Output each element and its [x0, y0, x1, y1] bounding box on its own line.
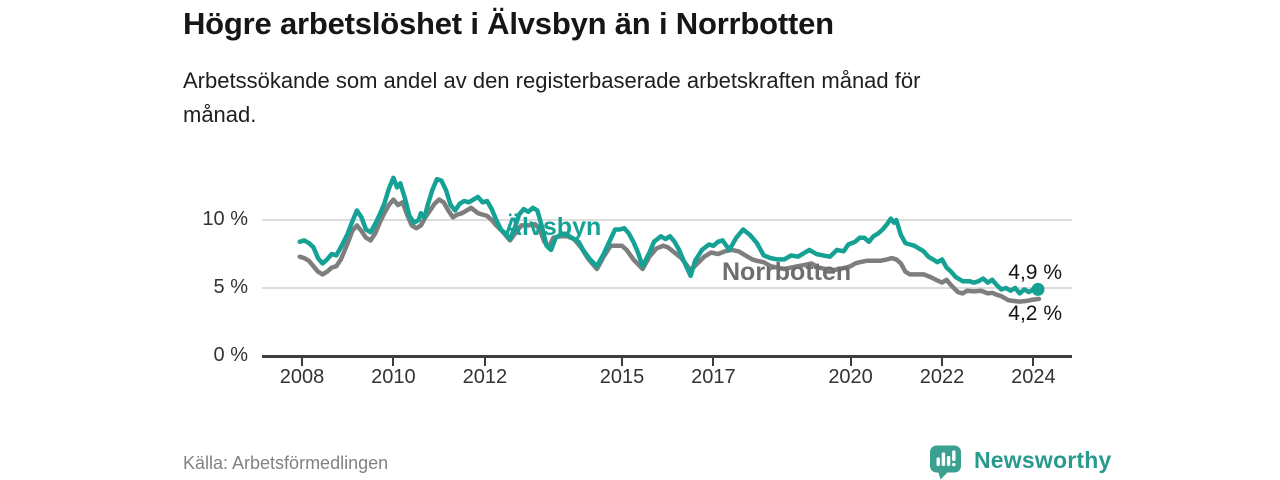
y-gridline — [262, 219, 1072, 221]
y-gridline — [262, 287, 1072, 289]
y-tick-label: 0 % — [213, 344, 248, 366]
x-tick-mark — [483, 356, 486, 366]
page-title: Högre arbetslöshet i Älvsbyn än i Norrbo… — [183, 6, 834, 41]
norrbotten-line — [297, 197, 1042, 304]
x-tick-mark — [712, 356, 715, 366]
x-axis-baseline — [262, 355, 1072, 358]
x-tick-label: 2017 — [691, 366, 736, 388]
x-tick-label: 2020 — [828, 366, 873, 388]
chart-subtitle: Arbetssökande som andel av den registerb… — [183, 68, 921, 127]
newsworthy-bubble-chart-icon — [930, 445, 961, 480]
source-note: Källa: Arbetsförmedlingen — [183, 453, 389, 473]
end-value-label-alvsbyn: 4,9 % — [1008, 261, 1062, 284]
brand-logo: Newsworthy — [928, 444, 1111, 480]
x-tick-label: 2008 — [279, 366, 325, 388]
x-tick-mark — [940, 356, 943, 366]
x-tick-mark — [849, 356, 852, 366]
y-tick-label: 10 % — [202, 208, 248, 230]
x-tick-mark — [1032, 356, 1035, 366]
x-tick-label: 2015 — [599, 366, 645, 388]
x-tick-label: 2010 — [371, 366, 416, 388]
x-tick-label: 2012 — [462, 366, 508, 388]
x-tick-mark — [301, 356, 303, 366]
end-value-label-norrbotten: 4,2 % — [1008, 302, 1062, 325]
x-tick-label: 2022 — [919, 366, 965, 388]
x-tick-mark — [620, 356, 623, 366]
alvsbyn-line — [297, 175, 1041, 296]
series-end-dot — [1031, 282, 1045, 296]
x-tick-mark — [392, 356, 395, 366]
y-tick-label: 5 % — [213, 276, 248, 298]
x-tick-label: 2024 — [1011, 366, 1056, 388]
series-label-alvsbyn: Älvsbyn — [504, 213, 602, 241]
brand-wordmark: Newsworthy — [974, 446, 1112, 473]
series-label-norrbotten: Norrbotten — [722, 258, 852, 286]
